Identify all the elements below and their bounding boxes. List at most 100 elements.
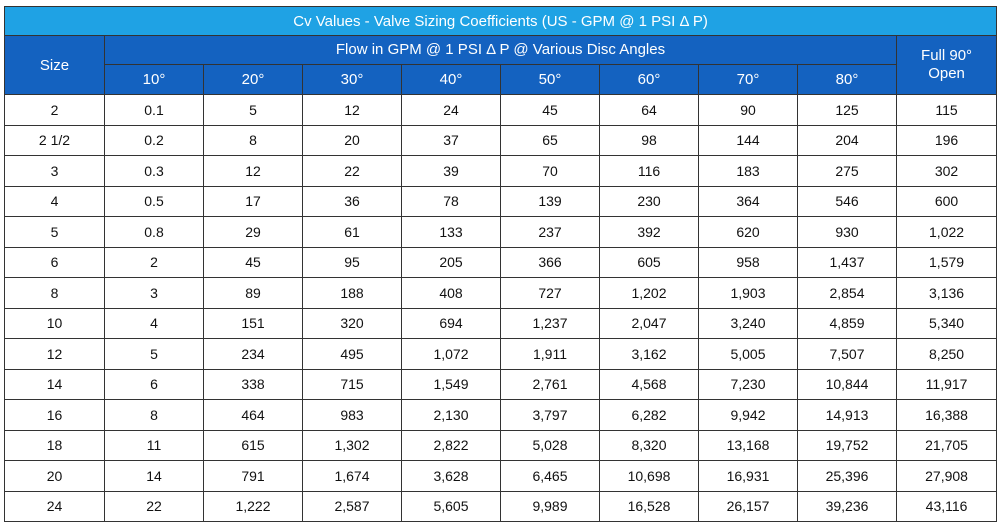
cv-value-cell: 3,797	[500, 399, 600, 431]
cv-value-cell: 29	[203, 216, 303, 248]
full-open-cell: 16,388	[895, 399, 998, 431]
cv-value-cell: 45	[500, 94, 600, 126]
cv-value-cell: 14	[104, 460, 204, 492]
cv-value-cell: 125	[797, 94, 897, 126]
size-cell: 3	[4, 155, 105, 187]
cv-value-cell: 2,761	[500, 368, 600, 400]
size-cell: 24	[4, 490, 105, 522]
cv-value-cell: 0.8	[104, 216, 204, 248]
table-row: 10 4 151 320 694 1,237 2,047 3,240 4,859 5,340	[4, 307, 998, 339]
cv-value-cell: 12	[203, 155, 303, 187]
table-row: 18 11 615 1,302 2,822 5,028 8,320 13,168 19,752 2…	[4, 429, 998, 461]
size-cell: 5	[4, 216, 105, 248]
cv-value-cell: 17	[203, 185, 303, 217]
cv-value-cell: 2,854	[797, 277, 897, 309]
size-cell: 2 1/2	[4, 124, 105, 156]
cv-value-cell: 8	[203, 124, 303, 156]
angle-header: 50°	[500, 63, 600, 96]
cv-value-cell: 1,072	[401, 338, 501, 370]
cv-value-cell: 205	[401, 246, 501, 278]
cv-value-cell: 615	[203, 429, 303, 461]
table-row: 12 5 234 495 1,072 1,911 3,162 5,005 7,507 8,250	[4, 338, 998, 370]
cv-value-cell: 10,698	[599, 460, 699, 492]
full-open-cell: 196	[895, 124, 998, 156]
cv-value-cell: 39	[401, 155, 501, 187]
cv-value-cell: 36	[302, 185, 402, 217]
cv-value-cell: 3	[104, 277, 204, 309]
angle-header-row: 10° 20° 30° 40° 50° 60° 70° 80°	[5, 63, 997, 96]
cv-value-cell: 9,942	[698, 399, 798, 431]
cv-value-cell: 78	[401, 185, 501, 217]
cv-value-cell: 5	[203, 94, 303, 126]
cv-value-cell: 24	[401, 94, 501, 126]
full-open-cell: 11,917	[895, 368, 998, 400]
cv-value-cell: 1,237	[500, 307, 600, 339]
angle-header: 70°	[698, 63, 798, 96]
full-open-cell: 1,022	[895, 216, 998, 248]
cv-value-cell: 16,931	[698, 460, 798, 492]
cv-value-cell: 183	[698, 155, 798, 187]
cv-value-cell: 1,437	[797, 246, 897, 278]
cv-value-cell: 605	[599, 246, 699, 278]
angle-header: 80°	[797, 63, 897, 96]
size-cell: 20	[4, 460, 105, 492]
cv-value-cell: 2	[104, 246, 204, 278]
cv-value-cell: 70	[500, 155, 600, 187]
cv-value-cell: 4	[104, 307, 204, 339]
cv-value-cell: 234	[203, 338, 303, 370]
cv-value-cell: 546	[797, 185, 897, 217]
cv-value-cell: 408	[401, 277, 501, 309]
cv-value-cell: 116	[599, 155, 699, 187]
angle-header: 40°	[401, 63, 501, 96]
cv-value-cell: 90	[698, 94, 798, 126]
cv-value-cell: 6	[104, 368, 204, 400]
cv-value-cell: 364	[698, 185, 798, 217]
cv-value-cell: 13,168	[698, 429, 798, 461]
cv-value-cell: 1,549	[401, 368, 501, 400]
cv-value-cell: 37	[401, 124, 501, 156]
size-cell: 2	[4, 94, 105, 126]
cv-value-cell: 495	[302, 338, 402, 370]
full-open-header: Full 90° Open	[895, 35, 998, 95]
full-open-cell: 1,579	[895, 246, 998, 278]
cv-value-cell: 2,822	[401, 429, 501, 461]
full-open-cell: 43,116	[895, 490, 998, 522]
cv-value-cell: 320	[302, 307, 402, 339]
cv-value-cell: 237	[500, 216, 600, 248]
cv-value-cell: 19,752	[797, 429, 897, 461]
cv-value-cell: 188	[302, 277, 402, 309]
full-open-cell: 27,908	[895, 460, 998, 492]
cv-value-cell: 5	[104, 338, 204, 370]
table-row: 2 0.1 5 12 24 45 64 90 125 115	[4, 94, 998, 126]
cv-value-cell: 1,302	[302, 429, 402, 461]
angle-header: 60°	[599, 63, 699, 96]
cv-value-cell: 230	[599, 185, 699, 217]
cv-value-cell: 0.2	[104, 124, 204, 156]
group-header-row: Size Flow in GPM @ 1 PSI Δ P @ Various D…	[4, 35, 998, 95]
cv-value-cell: 204	[797, 124, 897, 156]
cv-value-cell: 727	[500, 277, 600, 309]
cv-value-cell: 791	[203, 460, 303, 492]
cv-value-cell: 22	[302, 155, 402, 187]
cv-value-cell: 930	[797, 216, 897, 248]
cv-value-cell: 4,859	[797, 307, 897, 339]
table-row: 16 8 464 983 2,130 3,797 6,282 9,942 14,913 16,38…	[4, 399, 998, 431]
cv-value-cell: 3,240	[698, 307, 798, 339]
cv-value-cell: 1,911	[500, 338, 600, 370]
cv-value-cell: 45	[203, 246, 303, 278]
size-cell: 14	[4, 368, 105, 400]
cv-value-cell: 39,236	[797, 490, 897, 522]
table-row: 20 14 791 1,674 3,628 6,465 10,698 16,931 25,396…	[4, 460, 998, 492]
size-cell: 12	[4, 338, 105, 370]
cv-value-cell: 1,674	[302, 460, 402, 492]
table-row: 5 0.8 29 61 133 237 392 620 930 1,022	[4, 216, 998, 248]
size-cell: 6	[4, 246, 105, 278]
table-row: 4 0.5 17 36 78 139 230 364 546 600	[4, 185, 998, 217]
cv-value-cell: 4,568	[599, 368, 699, 400]
full-open-cell: 115	[895, 94, 998, 126]
cv-value-cell: 95	[302, 246, 402, 278]
cv-value-cell: 464	[203, 399, 303, 431]
cv-value-cell: 151	[203, 307, 303, 339]
cv-value-cell: 11	[104, 429, 204, 461]
cv-value-cell: 9,989	[500, 490, 600, 522]
